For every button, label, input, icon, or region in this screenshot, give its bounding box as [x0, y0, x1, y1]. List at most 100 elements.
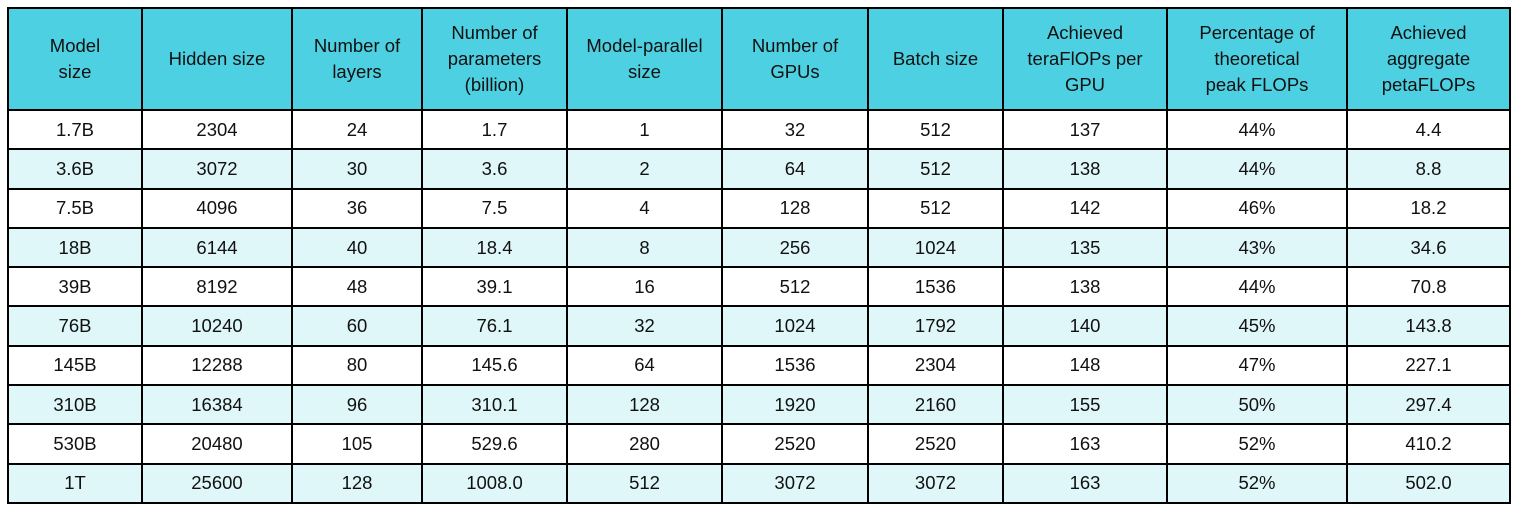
- table-cell: 163: [1002, 423, 1168, 465]
- table-cell: 138: [1002, 266, 1168, 308]
- table-cell: 8192: [141, 266, 293, 308]
- table-cell: 1: [566, 108, 723, 151]
- header-cell-col10: Achieved aggregate petaFLOPs: [1346, 7, 1511, 111]
- table-cell: 7.5B: [7, 187, 143, 229]
- table-cell: 46%: [1166, 187, 1348, 229]
- table-cell: 4.4: [1346, 108, 1511, 151]
- table-cell: 502.0: [1346, 462, 1511, 504]
- table-cell: 3072: [141, 148, 293, 190]
- table-cell: 128: [291, 462, 423, 504]
- table-cell: 142: [1002, 187, 1168, 229]
- table-row-76B: 76B 10240 60 76.1 32 1024 1792 140 45% 143.8: [7, 305, 1511, 347]
- table-cell: 1024: [867, 226, 1004, 269]
- table-row-7.5B: 7.5B 4096 36 7.5 4 128 512 142 46% 18.2: [7, 187, 1511, 229]
- table-cell: 40: [291, 226, 423, 269]
- table-cell: 2160: [867, 384, 1004, 426]
- table-cell: 512: [867, 148, 1004, 190]
- table-cell: 96: [291, 384, 423, 426]
- table-cell: 310.1: [421, 384, 568, 426]
- table-cell: 2304: [141, 108, 293, 151]
- table-cell: 256: [721, 226, 869, 269]
- table-cell: 39.1: [421, 266, 568, 308]
- table-cell: 1T: [7, 462, 143, 504]
- table-cell: 76.1: [421, 305, 568, 347]
- results-table: Model size Hidden size Number of layers Num…: [7, 7, 1511, 504]
- table-cell: 227.1: [1346, 344, 1511, 387]
- table-cell: 18.4: [421, 226, 568, 269]
- table-cell: 280: [566, 423, 723, 465]
- table-cell: 20480: [141, 423, 293, 465]
- table-cell: 1536: [721, 344, 869, 387]
- table-cell: 4096: [141, 187, 293, 229]
- table-cell: 44%: [1166, 108, 1348, 151]
- table-cell: 138: [1002, 148, 1168, 190]
- table-cell: 1536: [867, 266, 1004, 308]
- table-cell: 44%: [1166, 266, 1348, 308]
- header-row: Model size Hidden size Number of layers Num…: [7, 7, 1511, 111]
- table-cell: 32: [566, 305, 723, 347]
- table-row-1.7B: 1.7B 2304 24 1.7 1 32 512 137 44% 4.4: [7, 108, 1511, 151]
- table-cell: 137: [1002, 108, 1168, 151]
- table-cell: 43%: [1166, 226, 1348, 269]
- table-cell: 128: [566, 384, 723, 426]
- table-cell: 10240: [141, 305, 293, 347]
- table-cell: 3072: [721, 462, 869, 504]
- table-cell: 47%: [1166, 344, 1348, 387]
- table-cell: 3.6B: [7, 148, 143, 190]
- table-cell: 1.7: [421, 108, 568, 151]
- table-cell: 12288: [141, 344, 293, 387]
- table-cell: 3.6: [421, 148, 568, 190]
- header-cell-col2: Hidden size: [141, 7, 293, 111]
- table-row-3.6B: 3.6B 3072 30 3.6 2 64 512 138 44% 8.8: [7, 148, 1511, 190]
- table-cell: 18.2: [1346, 187, 1511, 229]
- table-header: Model size Hidden size Number of layers Num…: [7, 7, 1511, 111]
- table-cell: 2520: [867, 423, 1004, 465]
- table-cell: 30: [291, 148, 423, 190]
- table-cell: 135: [1002, 226, 1168, 269]
- table-cell: 18B: [7, 226, 143, 269]
- table-cell: 512: [867, 108, 1004, 151]
- table-cell: 76B: [7, 305, 143, 347]
- table-body: 1.7B 2304 24 1.7 1 32 512 137 44% 4.4 3.6B 3072 30 3.…: [7, 108, 1511, 504]
- table-row-1T: 1T 25600 128 1008.0 512 3072 3072 163 52% 502.0: [7, 462, 1511, 504]
- table-cell: 45%: [1166, 305, 1348, 347]
- table-cell: 155: [1002, 384, 1168, 426]
- table-cell: 8.8: [1346, 148, 1511, 190]
- table-cell: 16: [566, 266, 723, 308]
- table-cell: 80: [291, 344, 423, 387]
- table-cell: 143.8: [1346, 305, 1511, 347]
- table-cell: 530B: [7, 423, 143, 465]
- table-cell: 310B: [7, 384, 143, 426]
- table-cell: 8: [566, 226, 723, 269]
- header-cell-col1: Model size: [7, 7, 143, 111]
- table-cell: 140: [1002, 305, 1168, 347]
- header-cell-col3: Number of layers: [291, 7, 423, 111]
- table-cell: 2: [566, 148, 723, 190]
- table-cell: 24: [291, 108, 423, 151]
- table-cell: 52%: [1166, 462, 1348, 504]
- table-cell: 16384: [141, 384, 293, 426]
- header-cell-col9: Percentage of theoretical peak FLOPs: [1166, 7, 1348, 111]
- table-cell: 25600: [141, 462, 293, 504]
- table-cell: 1792: [867, 305, 1004, 347]
- table-cell: 52%: [1166, 423, 1348, 465]
- table-cell: 50%: [1166, 384, 1348, 426]
- table-row-145B: 145B 12288 80 145.6 64 1536 2304 148 47% 227.1: [7, 344, 1511, 387]
- table-cell: 1920: [721, 384, 869, 426]
- table-cell: 48: [291, 266, 423, 308]
- table-cell: 2520: [721, 423, 869, 465]
- header-cell-col4: Number of parameters (billion): [421, 7, 568, 111]
- table-cell: 34.6: [1346, 226, 1511, 269]
- table-cell: 64: [566, 344, 723, 387]
- table-cell: 64: [721, 148, 869, 190]
- header-cell-col7: Batch size: [867, 7, 1004, 111]
- table-cell: 148: [1002, 344, 1168, 387]
- table-cell: 297.4: [1346, 384, 1511, 426]
- table-cell: 32: [721, 108, 869, 151]
- table-cell: 145.6: [421, 344, 568, 387]
- table-cell: 3072: [867, 462, 1004, 504]
- table-row-18B: 18B 6144 40 18.4 8 256 1024 135 43% 34.6: [7, 226, 1511, 269]
- table-cell: 128: [721, 187, 869, 229]
- table-container: Model size Hidden size Number of layers Num…: [7, 7, 1511, 504]
- table-cell: 512: [867, 187, 1004, 229]
